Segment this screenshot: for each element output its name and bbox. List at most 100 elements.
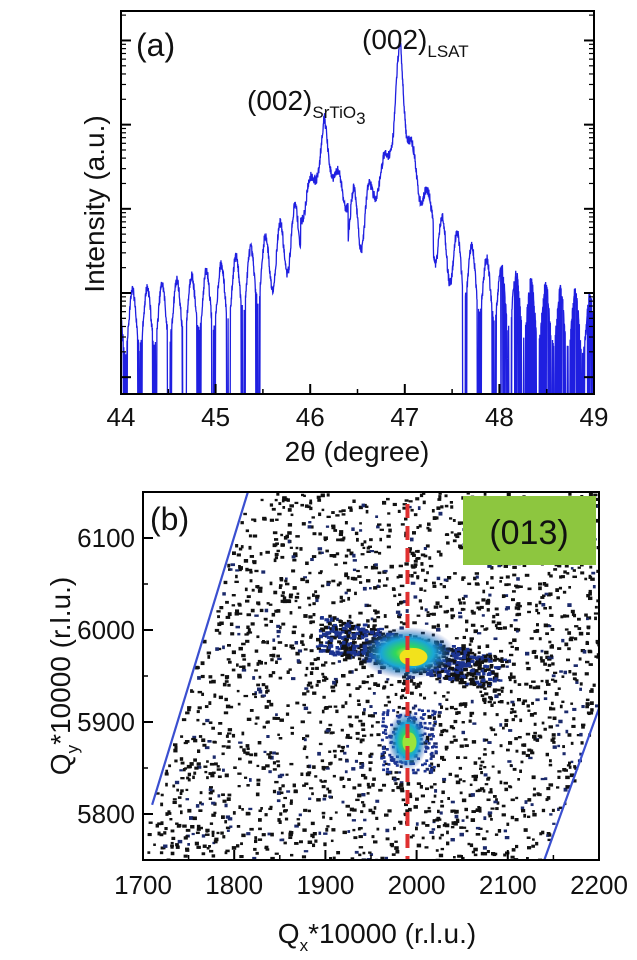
- intensity-point: [245, 751, 250, 756]
- intensity-point: [311, 516, 315, 519]
- intensity-point: [305, 734, 310, 738]
- intensity-point: [294, 842, 299, 845]
- intensity-point: [573, 664, 578, 667]
- intensity-point: [278, 820, 282, 824]
- intensity-point: [430, 751, 434, 755]
- intensity-point: [469, 783, 473, 787]
- intensity-point: [551, 808, 555, 812]
- intensity-point: [225, 734, 229, 738]
- intensity-point: [409, 835, 414, 839]
- intensity-point: [529, 684, 533, 689]
- intensity-point: [566, 572, 570, 575]
- intensity-point: [211, 854, 216, 858]
- intensity-point: [249, 827, 254, 831]
- intensity-point: [268, 770, 272, 774]
- intensity-point: [243, 694, 249, 698]
- intensity-point: [349, 642, 354, 645]
- intensity-point: [450, 607, 454, 612]
- intensity-point: [221, 752, 225, 756]
- intensity-point: [279, 838, 284, 842]
- intensity-point: [354, 591, 357, 596]
- intensity-point: [564, 642, 569, 647]
- intensity-point: [288, 594, 293, 599]
- intensity-point: [329, 627, 334, 631]
- intensity-point: [369, 630, 375, 635]
- intensity-point: [477, 682, 482, 686]
- intensity-point: [213, 811, 217, 815]
- intensity-point: [530, 803, 534, 807]
- intensity-point: [329, 816, 333, 821]
- intensity-point: [345, 759, 349, 763]
- intensity-point: [318, 831, 322, 835]
- intensity-point: [361, 793, 366, 797]
- intensity-point: [475, 826, 481, 830]
- intensity-point: [399, 822, 403, 825]
- intensity-point: [331, 626, 335, 631]
- intensity-point: [386, 497, 390, 501]
- intensity-point: [185, 711, 190, 715]
- intensity-point: [346, 651, 351, 655]
- intensity-point: [476, 606, 480, 610]
- intensity-point: [376, 584, 380, 588]
- intensity-point: [508, 641, 513, 645]
- intensity-point: [485, 601, 490, 605]
- intensity-point: [509, 711, 513, 714]
- intensity-point: [398, 564, 403, 568]
- intensity-point: [176, 788, 180, 792]
- intensity-point: [420, 553, 426, 557]
- intensity-point: [472, 682, 477, 687]
- intensity-point: [565, 785, 570, 789]
- intensity-point: [351, 767, 356, 771]
- intensity-point: [504, 787, 509, 792]
- intensity-point: [187, 808, 192, 813]
- intensity-point: [311, 667, 315, 670]
- intensity-point: [211, 813, 216, 817]
- intensity-point: [246, 832, 251, 836]
- intensity-point: [472, 673, 477, 676]
- intensity-point: [216, 768, 221, 771]
- intensity-point: [522, 699, 528, 703]
- intensity-point: [346, 619, 351, 624]
- intensity-point: [307, 596, 311, 600]
- intensity-point: [386, 709, 390, 712]
- intensity-point: [540, 679, 544, 683]
- intensity-point: [357, 783, 362, 787]
- intensity-point: [416, 557, 421, 560]
- intensity-point: [512, 565, 517, 569]
- intensity-point: [419, 693, 423, 697]
- intensity-point: [535, 603, 538, 608]
- intensity-point: [225, 849, 230, 853]
- intensity-point: [216, 765, 220, 768]
- intensity-point: [446, 830, 449, 835]
- intensity-point: [289, 546, 293, 549]
- intensity-point: [328, 750, 332, 753]
- intensity-point: [588, 589, 592, 594]
- intensity-point: [249, 709, 254, 712]
- intensity-point: [410, 537, 414, 542]
- xrd-series: [121, 33, 594, 394]
- intensity-point: [457, 854, 462, 858]
- intensity-point: [431, 713, 435, 717]
- intensity-point: [304, 687, 309, 690]
- intensity-point: [288, 668, 292, 671]
- intensity-point: [317, 498, 322, 502]
- intensity-point: [380, 738, 384, 742]
- intensity-point: [545, 679, 549, 684]
- intensity-point: [416, 526, 420, 529]
- intensity-point: [314, 590, 318, 594]
- intensity-point: [318, 641, 324, 644]
- intensity-point: [391, 587, 396, 591]
- intensity-point: [341, 636, 345, 640]
- intensity-point: [510, 798, 515, 802]
- intensity-point: [307, 505, 311, 509]
- intensity-point: [517, 683, 522, 686]
- intensity-point: [350, 650, 355, 655]
- intensity-point: [369, 752, 374, 756]
- intensity-point: [358, 846, 364, 849]
- intensity-point: [211, 726, 215, 730]
- intensity-point: [275, 752, 279, 755]
- intensity-point: [434, 789, 438, 793]
- intensity-point: [346, 634, 351, 638]
- intensity-point: [531, 650, 537, 654]
- intensity-point: [348, 506, 353, 509]
